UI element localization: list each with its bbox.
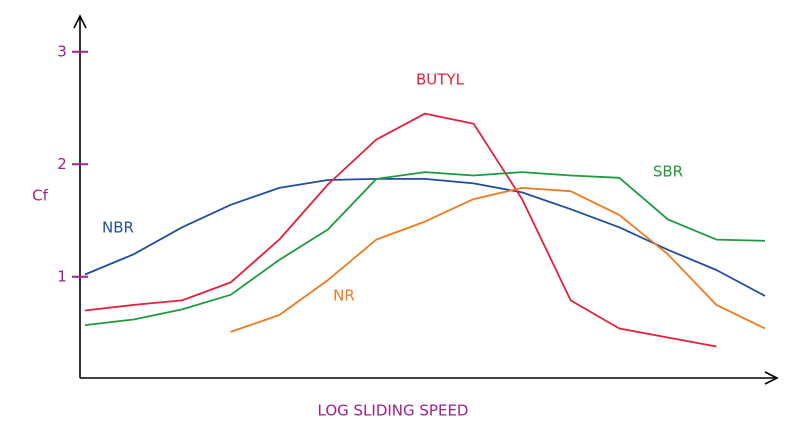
line [84,178,766,297]
line [84,171,766,326]
line [230,187,766,333]
y-tick-label: 2 [57,155,67,173]
y-tick-label: 1 [57,267,67,285]
y-axis-label: Cf [32,187,48,205]
series-label: NR [333,287,355,305]
x-axis-arrow [764,371,779,385]
line [84,112,717,348]
series-label: BUTYL [416,71,465,89]
x-axis-label: LOG SLIDING SPEED [318,402,469,420]
series-label: SBR [653,163,683,181]
y-axis-arrow [73,14,87,29]
y-tick-label: 3 [57,42,67,60]
series-label: NBR [102,219,134,237]
